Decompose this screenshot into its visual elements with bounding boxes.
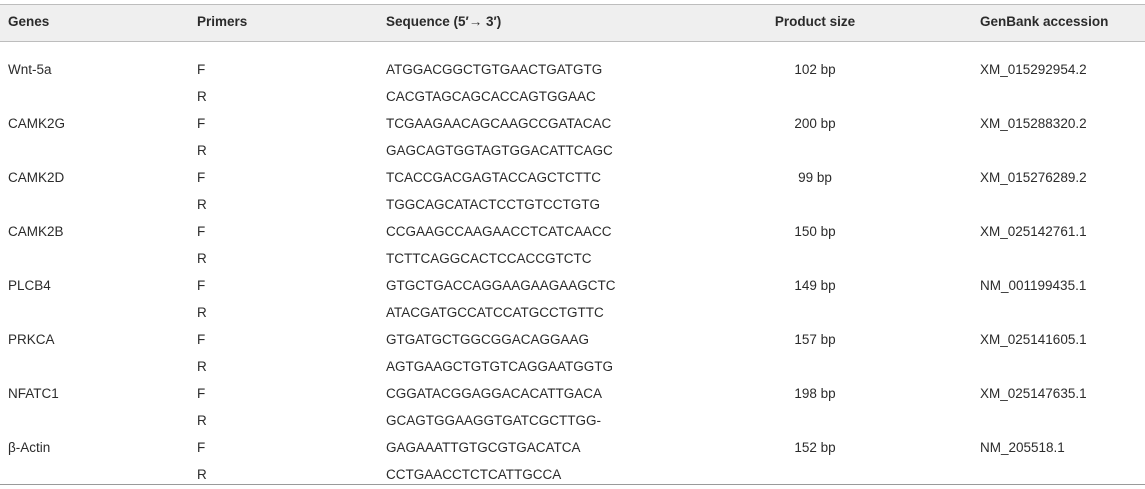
accession: XM_015292954.2: [980, 62, 1087, 77]
header-cell: GenBank accession: [980, 14, 1109, 29]
primer: R: [197, 143, 207, 158]
primer: R: [197, 197, 207, 212]
header-cell: Primers: [197, 14, 248, 29]
sequence: ATACGATGCCATCCATGCCTGTTC: [386, 305, 604, 320]
product-size: 149 bp: [794, 278, 836, 293]
primer: R: [197, 89, 207, 104]
primer: F: [197, 332, 206, 347]
gene-name: CAMK2G: [8, 116, 66, 131]
primer: F: [197, 116, 206, 131]
primer: R: [197, 359, 207, 374]
product-size: 157 bp: [794, 332, 836, 347]
accession: XM_025147635.1: [980, 386, 1087, 401]
gene-name: PLCB4: [8, 278, 51, 293]
sequence: GAGAAATTGTGCGTGACATCA: [386, 440, 581, 455]
gene-name: PRKCA: [8, 332, 55, 347]
sequence: ATGGACGGCTGTGAACTGATGTG: [386, 62, 603, 77]
header-row: [0, 4, 1145, 42]
gene-name: NFATC1: [8, 386, 59, 401]
header-cell: Sequence (5′→ 3′): [386, 14, 502, 29]
sequence: TGGCAGCATACTCCTGTCCTGTG: [386, 197, 600, 212]
accession: NM_205518.1: [980, 440, 1065, 455]
product-size: 200 bp: [794, 116, 836, 131]
sequence: CCTGAACCTCTCATTGCCA: [386, 467, 562, 482]
gene-name: CAMK2D: [8, 170, 65, 185]
primer: F: [197, 224, 206, 239]
sequence: GCAGTGGAAGGTGATCGCTTGG-: [386, 413, 601, 428]
gene-name: β-Actin: [8, 440, 51, 455]
sequence: CACGTAGCAGCACCAGTGGAAC: [386, 89, 596, 104]
primer: R: [197, 467, 207, 482]
accession: NM_001199435.1: [980, 278, 1087, 293]
sequence: GTGCTGACCAGGAAGAAGAAGCTC: [386, 278, 616, 293]
primer: R: [197, 251, 207, 266]
product-size: 150 bp: [794, 224, 836, 239]
product-size: 102 bp: [794, 62, 836, 77]
sequence: CGGATACGGAGGACACATTGACA: [386, 386, 603, 401]
header-cell: Product size: [774, 14, 856, 29]
primer: F: [197, 386, 206, 401]
sequence: TCGAAGAACAGCAAGCCGATACAC: [386, 116, 612, 131]
primer: F: [197, 440, 206, 455]
gene-name: CAMK2B: [8, 224, 64, 239]
product-size: 152 bp: [794, 440, 836, 455]
product-size: 198 bp: [794, 386, 836, 401]
accession: XM_025141605.1: [980, 332, 1087, 347]
primer: R: [197, 305, 207, 320]
sequence: TCACCGACGAGTACCAGCTCTTC: [386, 170, 601, 185]
primer: R: [197, 413, 207, 428]
accession: XM_015288320.2: [980, 116, 1087, 131]
sequence: TCTTCAGGCACTCCACCGTCTC: [386, 251, 592, 266]
accession: XM_015276289.2: [980, 170, 1087, 185]
gene-name: Wnt-5a: [8, 62, 52, 77]
primer: F: [197, 278, 206, 293]
sequence: AGTGAAGCTGTGTCAGGAATGGTG: [386, 359, 614, 374]
primer: F: [197, 170, 206, 185]
product-size: 99 bp: [798, 170, 832, 185]
sequence: GAGCAGTGGTAGTGGACATTCAGC: [386, 143, 613, 158]
accession: XM_025142761.1: [980, 224, 1087, 239]
header-cell: Genes: [8, 14, 50, 29]
bottom-rule: [0, 484, 1145, 485]
primer: F: [197, 62, 206, 77]
sequence: CCGAAGCCAAGAACCTCATCAACC: [386, 224, 612, 239]
sequence: GTGATGCTGGCGGACAGGAAG: [386, 332, 590, 347]
